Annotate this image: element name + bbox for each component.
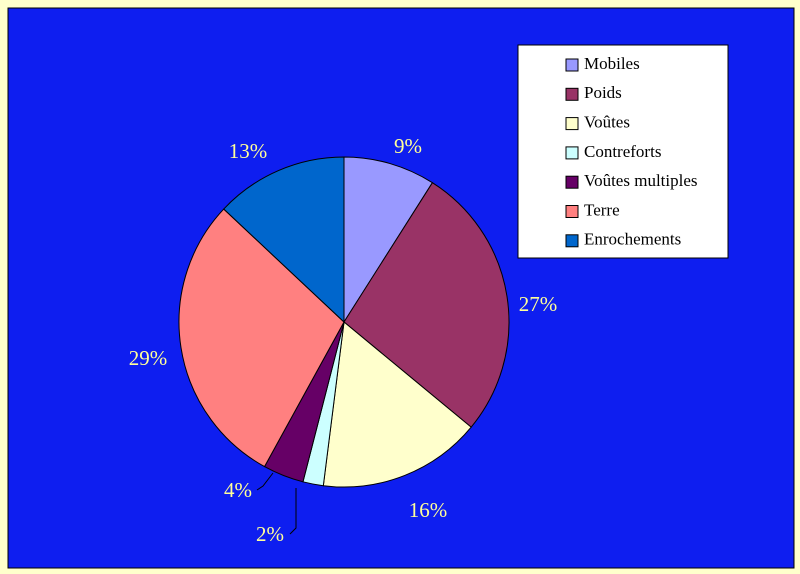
legend-swatch-voutes-multiples: [565, 175, 579, 189]
legend-label-terre: Terre: [584, 200, 620, 219]
legend-swatch-terre: [565, 205, 579, 218]
leader-lines: [256, 472, 297, 535]
legend-label-poids: Poids: [584, 83, 622, 102]
legend-label-enrochements: Enrochements: [584, 230, 681, 249]
legend-swatch-voutes: [565, 117, 579, 131]
legend-label-contreforts: Contreforts: [584, 142, 661, 161]
pie-slice-voutes: [322, 321, 472, 488]
legend: Mobiles Poids Voûtes Contreforts Voûtes mult…: [517, 44, 729, 259]
legend-swatch-mobiles: [565, 58, 579, 72]
pie: [178, 156, 510, 488]
data-label-voutes: 16%: [409, 498, 448, 522]
legend-label-voutes-multiples: Voûtes multiples: [584, 171, 698, 190]
data-label-mobiles: 9%: [394, 134, 422, 158]
data-label-terre: 29%: [129, 346, 168, 370]
pie-slice-terre: [178, 208, 345, 468]
data-label-poids: 27%: [519, 292, 558, 316]
legend-swatch-contreforts: [565, 146, 579, 160]
legend-box: [517, 44, 729, 259]
data-label-contreforts: 2%: [256, 522, 284, 546]
legend-label-voutes: Voûtes: [584, 113, 630, 132]
legend-label-mobiles: Mobiles: [584, 54, 640, 73]
pie-slice-poids: [343, 181, 510, 428]
legend-swatch-enrochements: [565, 234, 579, 248]
data-label-voutes-multiples: 4%: [224, 478, 252, 502]
leader-line-voutes-multiples: [256, 472, 274, 491]
data-labels: 9% 27% 16% 2%4% 29% 13%: [129, 134, 558, 546]
pie-slice-mobiles: [343, 156, 434, 324]
legend-swatch-poids: [565, 87, 579, 101]
pie-slice-enrochements: [223, 156, 345, 324]
data-label-enrochements: 13%: [229, 139, 268, 163]
leader-line-contreforts: [289, 488, 297, 535]
